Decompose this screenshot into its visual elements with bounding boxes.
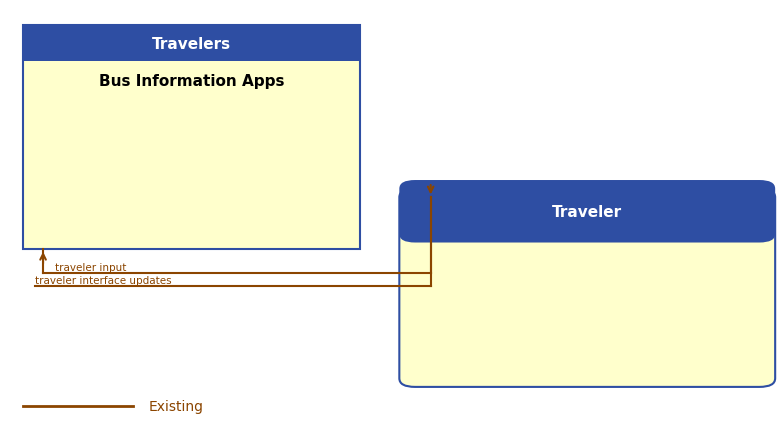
Text: Existing: Existing: [149, 399, 204, 413]
Text: Bus Information Apps: Bus Information Apps: [99, 74, 284, 89]
Text: Travelers: Travelers: [152, 37, 232, 52]
Bar: [415, 218, 760, 234]
Text: traveler interface updates: traveler interface updates: [35, 275, 171, 286]
FancyBboxPatch shape: [23, 26, 360, 62]
FancyBboxPatch shape: [23, 26, 360, 249]
FancyBboxPatch shape: [399, 181, 775, 243]
Text: traveler input: traveler input: [55, 262, 126, 273]
Text: Traveler: Traveler: [552, 204, 622, 219]
FancyBboxPatch shape: [399, 189, 775, 387]
